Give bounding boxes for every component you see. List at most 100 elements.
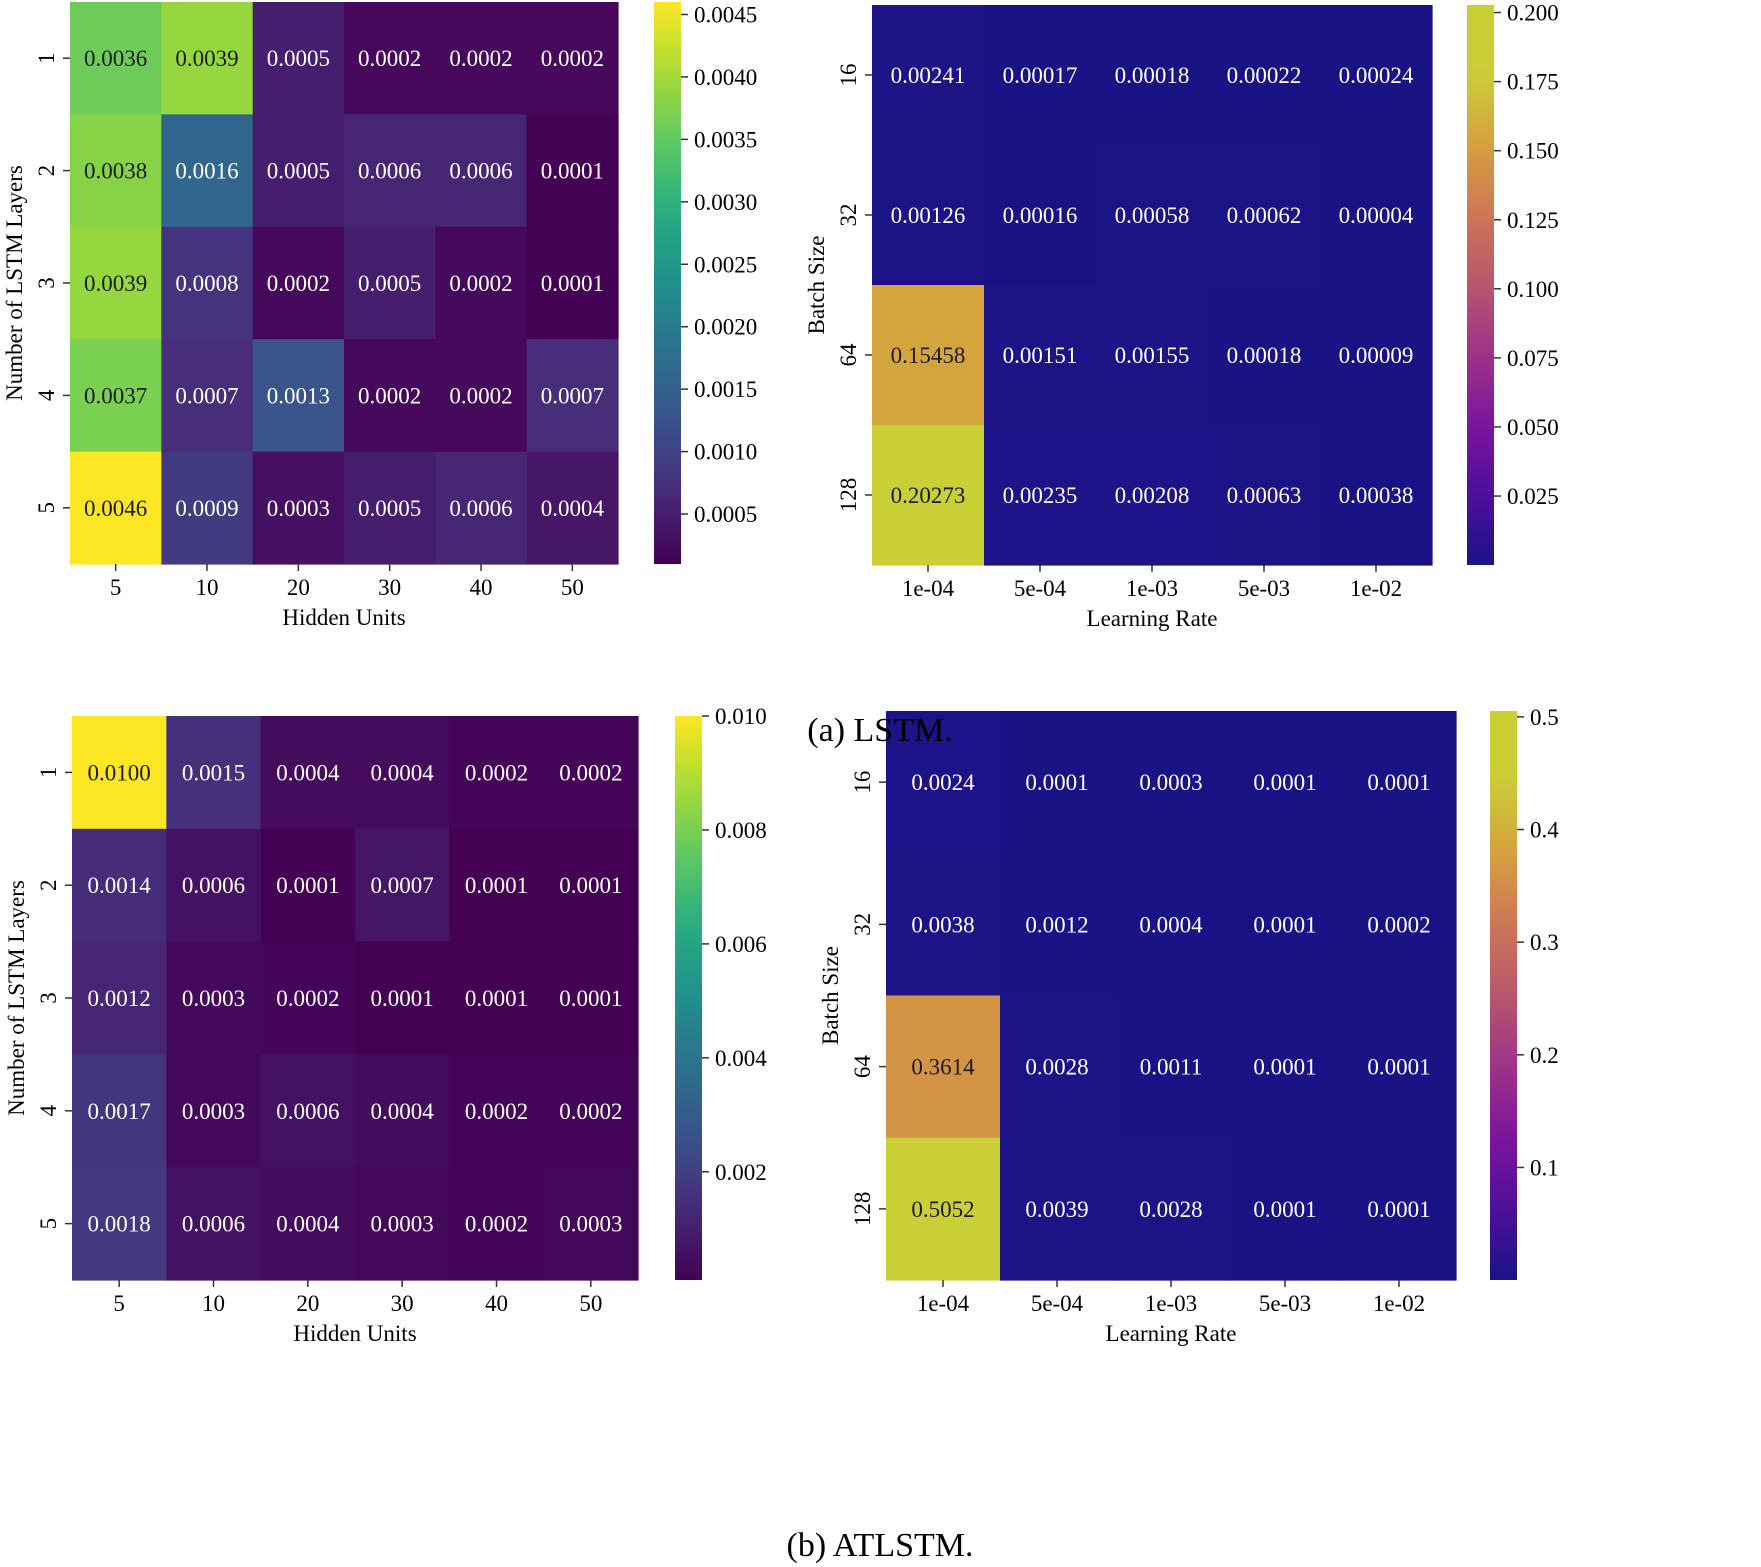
colorbar-tick-label: 0.0045: [694, 2, 757, 27]
cell-r2-c4: [344, 114, 436, 228]
cell-label-r1-c3: 0.00018: [1115, 63, 1190, 88]
cell-r3-c5: [449, 941, 545, 1055]
colorbar-tick-label: 0.004: [715, 1046, 767, 1071]
x-axis-label: Hidden Units: [282, 605, 405, 630]
x-tick-label: 30: [391, 1291, 414, 1316]
cell-r4-c6: [543, 1054, 639, 1168]
y-tick-label: 128: [850, 1192, 875, 1227]
cell-label-r2-c3: 0.0001: [276, 873, 339, 898]
colorbar-tick-label: 0.100: [1507, 277, 1559, 302]
cell-r1-c5: [435, 2, 528, 115]
cell-r3-c5: [435, 226, 528, 340]
cell-r1-c3: [1096, 5, 1209, 146]
cell-label-r2-c5: 0.0001: [465, 873, 528, 898]
cell-label-r4-c3: 0.00208: [1115, 483, 1190, 508]
cell-r5-c1: [72, 1167, 167, 1281]
cell-label-r3-c1: 0.15458: [891, 343, 966, 368]
cell-label-r2-c2: 0.0006: [182, 873, 245, 898]
cell-label-r4-c3: 0.0013: [267, 383, 330, 408]
cell-r1-c5: [449, 716, 545, 830]
cell-r2-c3: [1114, 853, 1229, 997]
y-tick-label: 32: [850, 913, 875, 936]
cell-r1-c6: [526, 2, 619, 115]
cell-label-r2-c5: 0.00004: [1339, 203, 1414, 228]
cell-label-r5-c1: 0.0046: [84, 496, 147, 521]
cell-label-r2-c3: 0.00058: [1115, 203, 1190, 228]
cell-label-r1-c3: 0.0003: [1139, 770, 1202, 795]
heatmap-atlstm-layers-units: 0.0100 0.0015 0.0004 0.0004 0.0002 0.0002 0.00…: [4, 704, 767, 1346]
cell-label-r3-c2: 0.0008: [175, 271, 238, 296]
heatmap-lstm-batch-lr: 0.00241 0.00017 0.00018 0.00022 0.00024 0.001…: [804, 1, 1559, 631]
cell-label-r1-c6: 0.0002: [541, 46, 604, 71]
cell-r3-c4: [344, 226, 436, 340]
cell-r5-c2: [161, 451, 254, 565]
y-tick-label: 16: [836, 64, 861, 87]
y-tick-label: 64: [850, 1055, 875, 1079]
cell-r2-c3: [1096, 145, 1209, 286]
y-tick-label: 32: [836, 204, 861, 227]
cell-r5-c4: [355, 1167, 450, 1281]
cell-label-r2-c5: 0.0006: [449, 159, 512, 184]
cell-r4-c1: [886, 1137, 1001, 1281]
cell-r1-c1: [72, 716, 167, 830]
cell-r1-c6: [543, 716, 639, 830]
cell-label-r4-c1: 0.0037: [84, 383, 147, 408]
cell-label-r4-c4: 0.0004: [371, 1099, 435, 1124]
cell-label-r3-c2: 0.0028: [1025, 1055, 1088, 1080]
cell-label-r2-c2: 0.00016: [1003, 203, 1078, 228]
cell-label-r2-c1: 0.00126: [891, 203, 966, 228]
cell-r4-c1: [72, 1054, 167, 1168]
cell-r2-c1: [72, 828, 167, 943]
y-tick-label: 4: [36, 1105, 61, 1117]
x-tick-label: 5e-03: [1259, 1291, 1311, 1316]
cell-r3-c6: [543, 941, 639, 1055]
cell-label-r2-c6: 0.0001: [559, 873, 622, 898]
cell-r5-c4: [344, 451, 436, 565]
x-tick-label: 1e-02: [1350, 576, 1402, 601]
cell-label-r3-c2: 0.00151: [1003, 343, 1078, 368]
x-tick-label: 10: [202, 1291, 225, 1316]
y-axis-label: Number of LSTM Layers: [4, 880, 29, 1116]
y-tick-label: 2: [34, 165, 59, 177]
cell-r2-c4: [1228, 853, 1343, 997]
cell-r1-c3: [1114, 711, 1229, 854]
y-tick-label: 1: [34, 52, 59, 64]
colorbar-tick-label: 0.0040: [694, 65, 757, 90]
cell-r1-c3: [252, 2, 345, 115]
colorbar-tick-label: 0.0015: [694, 377, 757, 402]
cell-label-r4-c4: 0.0002: [358, 383, 421, 408]
y-tick-label: 2: [36, 879, 61, 891]
cell-label-r4-c2: 0.0007: [175, 383, 238, 408]
x-tick-label: 1e-03: [1145, 1291, 1197, 1316]
cell-r4-c3: [1114, 1137, 1229, 1281]
cell-r1-c1: [70, 2, 162, 115]
cell-r2-c3: [260, 828, 356, 943]
colorbar: [654, 2, 681, 564]
cell-label-r5-c4: 0.0005: [358, 496, 421, 521]
colorbar: [1490, 711, 1517, 1280]
cell-label-r4-c5: 0.0001: [1367, 1197, 1430, 1222]
cell-r3-c2: [1000, 995, 1115, 1139]
cell-r2-c1: [70, 114, 162, 228]
cell-label-r1-c3: 0.0005: [267, 46, 330, 71]
cell-label-r4-c2: 0.0039: [1025, 1197, 1088, 1222]
cell-label-r1-c3: 0.0004: [276, 760, 340, 785]
cell-r5-c3: [260, 1167, 356, 1281]
cell-r4-c3: [260, 1054, 356, 1168]
y-axis-label: Batch Size: [804, 236, 829, 335]
cell-label-r4-c5: 0.0002: [465, 1099, 528, 1124]
cell-r5-c6: [526, 451, 619, 565]
cell-label-r3-c4: 0.0001: [371, 986, 434, 1011]
cell-r4-c5: [1320, 425, 1433, 566]
cell-r3-c4: [1208, 285, 1321, 426]
x-tick-label: 5: [113, 1291, 125, 1316]
cell-r1-c2: [984, 5, 1097, 146]
cell-label-r4-c1: 0.0017: [88, 1099, 151, 1124]
cell-r1-c2: [166, 716, 262, 830]
cell-label-r3-c3: 0.0002: [276, 986, 339, 1011]
cell-label-r2-c5: 0.0002: [1367, 912, 1430, 937]
colorbar-tick-label: 0.0035: [694, 127, 757, 152]
cell-r3-c2: [984, 285, 1097, 426]
cell-label-r1-c2: 0.00017: [1003, 63, 1078, 88]
cell-label-r2-c4: 0.00062: [1227, 203, 1302, 228]
